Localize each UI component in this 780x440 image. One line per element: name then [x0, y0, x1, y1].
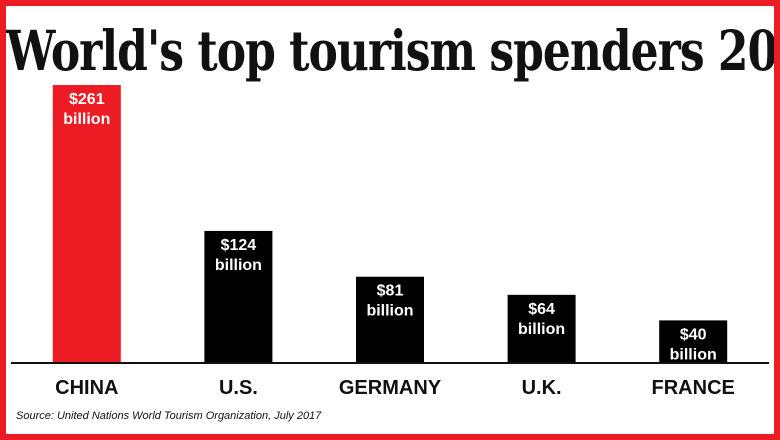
bar-germany [356, 276, 424, 363]
bar-value-label: $40 [680, 326, 707, 343]
bar-unit-label: billion [366, 303, 413, 320]
x-tick-labels: CHINA U.S. GERMANY U.K. FRANCE [55, 377, 735, 399]
bar-us [204, 230, 273, 363]
x-tick-label: GERMANY [339, 377, 442, 399]
bar-unit-label: billion [518, 321, 565, 338]
bar-chart: $261 billion $124 billion $81 billion $64 billi… [11, 85, 769, 399]
bar-uk [507, 294, 576, 363]
bar-value-label: $64 [528, 301, 555, 318]
x-tick-label: U.S. [219, 377, 258, 399]
bar-value-label: $81 [377, 283, 404, 300]
bar-value-label: $261 [69, 91, 105, 108]
bars-group: $261 billion $124 billion $81 billion $64 billi… [52, 85, 728, 363]
source-note: Source: United Nations World Tourism Org… [16, 410, 322, 422]
bar-france [659, 320, 728, 363]
chart-title: World's top tourism spenders 2016 [6, 20, 780, 84]
bar-unit-label: billion [63, 111, 110, 128]
bar-unit-label: billion [670, 346, 717, 363]
bar-china [52, 85, 121, 363]
x-tick-label: FRANCE [652, 377, 735, 399]
x-tick-label: U.K. [522, 377, 562, 399]
bar-unit-label: billion [215, 257, 262, 274]
x-tick-label: CHINA [55, 377, 118, 399]
bar-value-label: $124 [221, 237, 257, 254]
